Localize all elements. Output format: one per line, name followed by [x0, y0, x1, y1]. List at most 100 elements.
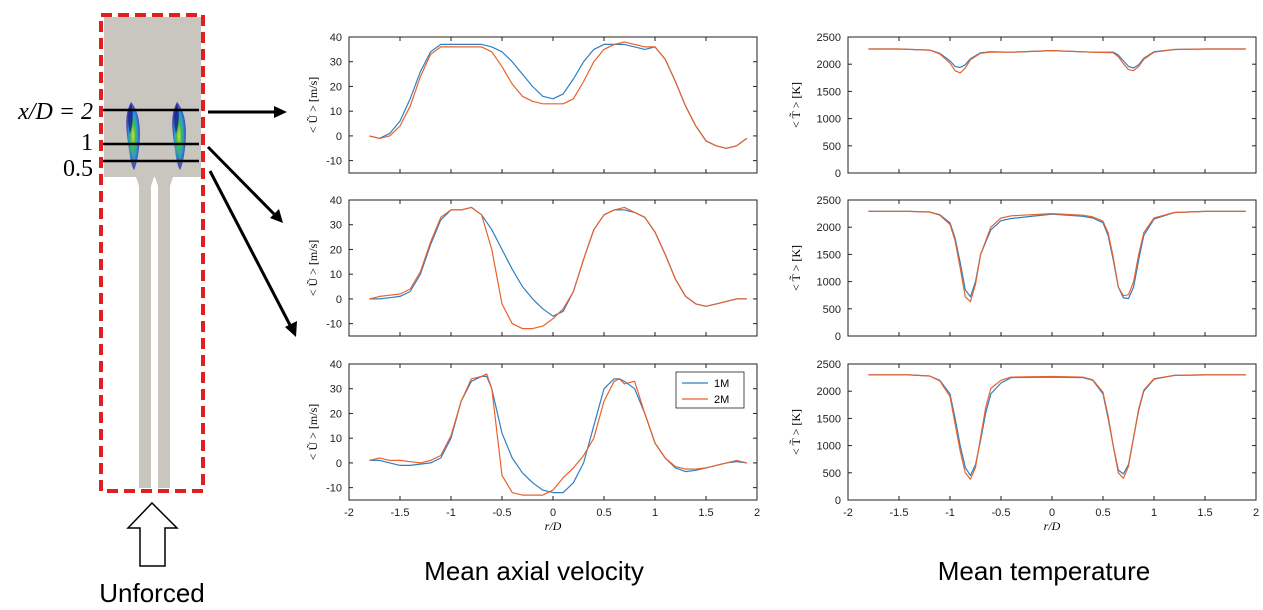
panel-t_x1: 0 500 1000 1500 2000 2500 < T̃ > [K]: [789, 195, 1257, 343]
y-tick-label: 40: [330, 32, 342, 44]
panel-u_x05: -10 0 10 20 30 40 -2 -1.5 -1 -0.5 0 0.5 1 1.5 2 < Ũ > …: [306, 359, 760, 533]
y-tick-label: 10: [330, 433, 342, 445]
caption-temperature: Mean temperature: [938, 556, 1150, 586]
x-tick-label: 0.5: [1095, 507, 1110, 519]
series-line-2M: [868, 210, 1246, 303]
schematic-caption: Unforced: [99, 578, 205, 608]
x-tick-label: -1: [446, 507, 456, 519]
y-tick-label: 500: [823, 468, 841, 480]
tick-group: 0 500 1000 1500 2000 2500: [817, 195, 1257, 343]
x-tick-label: -2: [344, 507, 354, 519]
y-tick-label: 2000: [817, 386, 841, 398]
x-tick-label: -0.5: [493, 507, 512, 519]
y-tick-label: 0: [336, 294, 342, 306]
series-line-2M: [868, 374, 1246, 480]
x-tick-label: 0.5: [596, 507, 611, 519]
panel-u_x2: -10 0 10 20 30 40 < Ũ > [m/s]: [306, 32, 758, 174]
y-tick-label: 30: [330, 384, 342, 396]
y-tick-label: 40: [330, 195, 342, 207]
series-line-1M: [868, 374, 1246, 477]
series-line-1M: [369, 375, 747, 494]
y-tick-label: 20: [330, 81, 342, 93]
series-line-1M: [868, 210, 1246, 300]
series-line-2M: [369, 373, 747, 496]
y-axis-label: < Ũ > [m/s]: [306, 404, 320, 461]
y-tick-label: 0: [835, 495, 841, 507]
series-line-1M: [868, 48, 1246, 69]
x-tick-label: -1.5: [391, 507, 410, 519]
y-tick-label: 30: [330, 57, 342, 69]
x-tick-label: 2: [754, 507, 760, 519]
y-tick-label: 2500: [817, 195, 841, 207]
curve-group: [868, 210, 1246, 303]
burner-schematic: x/D = 2 1 0.5 Unforced: [17, 13, 297, 608]
y-tick-label: 1000: [817, 277, 841, 289]
legend-label-1M: 1M: [714, 378, 729, 390]
y-tick-label: -10: [326, 156, 342, 168]
x-tick-label: -0.5: [992, 507, 1011, 519]
y-tick-label: 2500: [817, 32, 841, 44]
caption-velocity: Mean axial velocity: [424, 556, 644, 586]
legend: 1M 2M: [675, 371, 745, 409]
combustion-chamber: [104, 17, 201, 177]
panel-t_x05: 0 500 1000 1500 2000 2500 -2 -1.5 -1 -0.5 0 0.5 1 1.5…: [789, 359, 1259, 533]
arrow-to-x1-row: [206, 145, 283, 223]
inflow-arrow-icon: [126, 501, 179, 567]
legend-box: [675, 371, 745, 409]
series-line-1M: [369, 43, 748, 149]
x-axis-label: r/D: [545, 519, 562, 533]
y-tick-label: 500: [823, 304, 841, 316]
x-tick-label: -1.5: [890, 507, 909, 519]
y-tick-label: 2000: [817, 59, 841, 71]
domain-boundary: [99, 13, 205, 493]
station-label-x05: 0.5: [63, 156, 93, 182]
y-tick-label: 1000: [817, 114, 841, 126]
y-tick-label: 500: [823, 141, 841, 153]
flame-left: [126, 102, 140, 170]
y-tick-label: 1500: [817, 249, 841, 261]
y-tick-label: 2000: [817, 222, 841, 234]
y-tick-label: 1000: [817, 441, 841, 453]
series-line-2M: [868, 48, 1246, 74]
tick-group: -10 0 10 20 30 40: [326, 32, 758, 173]
x-tick-label: 1.5: [698, 507, 713, 519]
y-tick-label: 10: [330, 106, 342, 118]
y-tick-label: 0: [835, 168, 841, 180]
tick-group: 0 500 1000 1500 2000 2500: [817, 32, 1257, 180]
y-tick-label: 0: [336, 458, 342, 470]
y-tick-label: 40: [330, 359, 342, 371]
y-tick-label: 0: [336, 131, 342, 143]
x-tick-label: 0: [550, 507, 556, 519]
series-line-2M: [369, 41, 748, 149]
station-label-x2: x/D = 2: [17, 99, 93, 125]
y-tick-label: 1500: [817, 413, 841, 425]
y-tick-label: 10: [330, 269, 342, 281]
tick-group: -10 0 10 20 30 40: [326, 195, 758, 336]
plot-frame: [847, 363, 1257, 501]
curve-group: [868, 48, 1246, 74]
tick-group: 0 500 1000 1500 2000 2500 -2 -1.5 -1 -0.5 0 0.5 1 1.5…: [817, 359, 1260, 519]
y-axis-label: < Ũ > [m/s]: [306, 240, 320, 297]
y-tick-label: -10: [326, 483, 342, 495]
y-tick-label: 20: [330, 244, 342, 256]
panel-u_x1: -10 0 10 20 30 40 < Ũ > [m/s]: [306, 195, 758, 337]
curve-group: [369, 373, 747, 496]
curve-group: [369, 41, 748, 149]
y-axis-label: < T̃ > [K]: [789, 245, 803, 291]
x-tick-label: 2: [1253, 507, 1259, 519]
x-tick-label: 1: [652, 507, 658, 519]
flame-right: [172, 102, 186, 170]
plot-frame: [847, 36, 1257, 174]
x-tick-label: -2: [843, 507, 853, 519]
series-line-2M: [369, 206, 747, 330]
y-tick-label: 1500: [817, 86, 841, 98]
y-axis-label: < Ũ > [m/s]: [306, 77, 320, 134]
legend-label-2M: 2M: [714, 394, 729, 406]
plot-frame: [847, 199, 1257, 337]
y-tick-label: 2500: [817, 359, 841, 371]
y-tick-label: 20: [330, 408, 342, 420]
curve-group: [369, 206, 747, 330]
y-tick-label: 0: [835, 331, 841, 343]
panel-t_x2: 0 500 1000 1500 2000 2500 < T̃ > [K]: [789, 32, 1257, 180]
